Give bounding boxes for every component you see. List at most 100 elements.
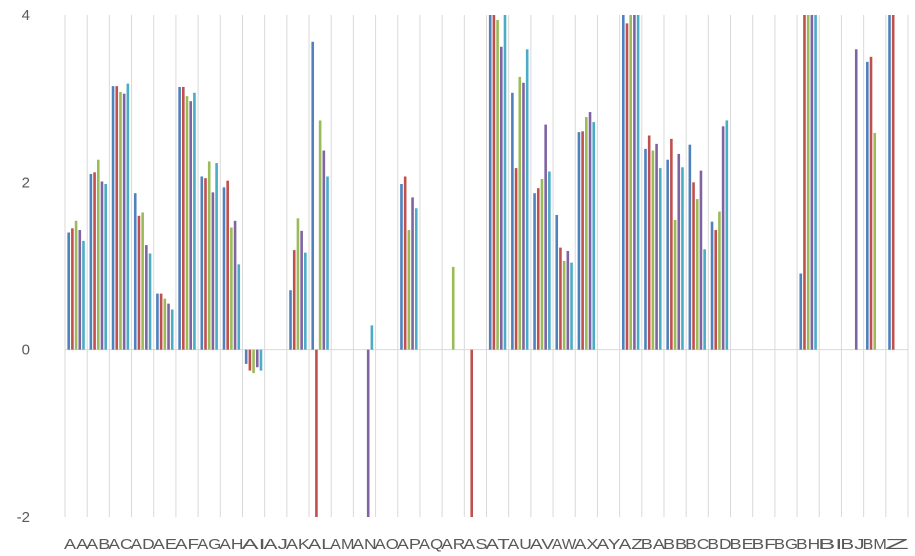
x-category-label: AH — [219, 536, 243, 553]
bar-AT-s4 — [499, 46, 503, 350]
bar-AX-s4 — [588, 112, 592, 350]
bar-AA-s3 — [74, 220, 78, 350]
bar-AD-s5 — [148, 253, 152, 350]
bar-AL-s1 — [311, 41, 315, 350]
bar-BD-s1 — [710, 221, 714, 350]
bar-BB-s2 — [670, 138, 673, 350]
bar-AC-s2 — [115, 86, 119, 350]
bar-BH-s1 — [799, 273, 803, 350]
x-category-label: AF — [175, 536, 199, 553]
bar-AE-s3 — [163, 298, 167, 350]
bar-AF-s4 — [189, 101, 193, 350]
bar-BA-s3 — [651, 150, 655, 350]
x-category-label: BI — [818, 536, 842, 553]
bar-AF-s1 — [178, 86, 181, 350]
bar-AN-s4 — [366, 349, 370, 517]
bar-AE-s2 — [159, 293, 163, 350]
bar-AG-s4 — [211, 192, 215, 350]
bar-AB-s1 — [89, 173, 93, 350]
x-category-label: AB — [86, 536, 110, 553]
bar-BM-s3 — [873, 132, 877, 350]
bar-AE-s5 — [170, 309, 174, 350]
bar-AH-s2 — [226, 180, 229, 350]
bar-AW-s2 — [559, 247, 562, 350]
x-category-label: AY — [596, 536, 620, 553]
bar-AA-s4 — [78, 230, 82, 350]
x-axis-categories: AAABACADAEAFAGAHAIAJAKALAMANAOAPAQARASAT… — [64, 536, 909, 553]
bar-BA-s5 — [658, 168, 662, 350]
x-category-label: AL — [308, 536, 332, 553]
x-category-label: AU — [508, 536, 532, 553]
gridlines — [64, 15, 909, 517]
bar-AG-s1 — [200, 176, 204, 350]
bar-AE-s1 — [156, 293, 159, 350]
x-category-label: BA — [641, 536, 665, 553]
bar-AP-s1 — [400, 184, 403, 350]
x-category-label: AC — [108, 536, 132, 553]
bar-AH-s3 — [230, 227, 233, 350]
bar-AG-s3 — [207, 161, 211, 350]
bar-BB-s1 — [666, 159, 669, 350]
bar-BC-s5 — [703, 249, 706, 350]
bar-AK-s1 — [289, 290, 292, 350]
bar-AD-s4 — [145, 245, 148, 350]
bar-BD-s4 — [721, 126, 725, 350]
x-category-label: Z — [885, 536, 909, 553]
bar-AC-s3 — [119, 91, 122, 350]
bar-BH-s4 — [810, 15, 814, 350]
bar-AL-s3 — [318, 120, 322, 350]
bar-AV-s4 — [544, 124, 547, 350]
bar-AA-s5 — [82, 240, 85, 350]
y-tick-label: 0 — [22, 342, 30, 359]
x-category-label: AX — [574, 536, 598, 553]
x-category-label: AW — [552, 536, 577, 553]
bar-AB-s4 — [100, 181, 104, 350]
bar-AW-s5 — [570, 262, 573, 350]
bar-AK-s3 — [296, 218, 300, 350]
bar-AI-s3 — [252, 349, 255, 374]
bar-AV-s3 — [540, 178, 544, 350]
bar-BM-s2 — [869, 56, 873, 350]
bar-AK-s2 — [292, 250, 296, 350]
bar-AU-s1 — [511, 92, 514, 350]
bar-AD-s1 — [133, 193, 137, 350]
bar-AR-s3 — [451, 266, 455, 350]
x-category-label: BE — [730, 536, 754, 553]
x-category-label: AM — [330, 536, 354, 553]
bar-AD-s2 — [137, 215, 141, 350]
x-category-label: BJ — [840, 536, 864, 553]
bar-BJ-s4 — [854, 49, 858, 350]
bar-AK-s4 — [300, 230, 303, 350]
x-category-label: AZ — [619, 536, 643, 553]
bar-AT-s1 — [488, 15, 492, 350]
bar-AA-s2 — [71, 228, 74, 350]
bar-BB-s3 — [673, 219, 677, 350]
x-category-label: AQ — [419, 536, 443, 553]
bar-AL-s4 — [322, 150, 326, 350]
y-tick-label: -2 — [17, 509, 30, 526]
bar-AN-s5 — [370, 325, 374, 350]
bar-Z-s2 — [891, 15, 895, 350]
bar-AF-s2 — [182, 86, 185, 350]
bar-BD-s3 — [718, 211, 721, 350]
bar-AI-s4 — [255, 349, 259, 368]
x-category-label: BD — [707, 536, 731, 553]
bar-AI-s5 — [259, 349, 263, 371]
bar-BC-s2 — [692, 182, 695, 350]
x-category-label: AN — [352, 536, 376, 553]
bar-AZ-s3 — [629, 15, 632, 350]
bar-AC-s4 — [122, 93, 126, 350]
bar-AG-s5 — [215, 163, 218, 350]
bar-AS-s2 — [470, 349, 474, 517]
bar-AH-s1 — [222, 187, 226, 350]
bar-AV-s5 — [548, 171, 551, 350]
bar-AC-s5 — [126, 83, 130, 350]
bar-BD-s2 — [714, 230, 718, 350]
bar-AU-s3 — [518, 76, 522, 350]
bar-AP-s5 — [414, 208, 418, 350]
y-tick-label: 4 — [22, 7, 30, 24]
bar-AZ-s2 — [625, 23, 629, 350]
bar-AI-s1 — [244, 349, 248, 364]
x-category-label: AR — [441, 536, 465, 553]
